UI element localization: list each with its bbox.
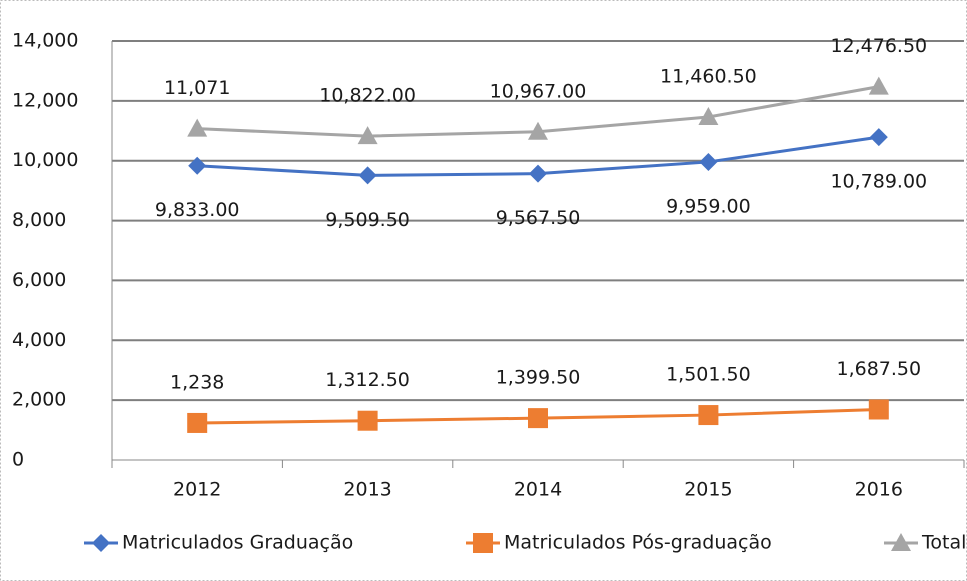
y-tick-label: 8,000	[12, 209, 66, 231]
data-label: 1,399.50	[496, 367, 581, 389]
x-tick-label: 2015	[684, 479, 732, 501]
data-label: 9,509.50	[325, 209, 410, 231]
data-label: 1,238	[170, 371, 224, 393]
point-marker	[357, 410, 378, 431]
data-label: 1,501.50	[666, 364, 751, 386]
data-label: 10,967.00	[490, 80, 587, 102]
point-marker	[187, 412, 208, 433]
x-tick-label: 2016	[855, 479, 903, 501]
data-label: 10,822.00	[319, 85, 416, 107]
y-tick-label: 6,000	[12, 269, 66, 291]
data-label: 9,959.00	[666, 195, 751, 217]
legend-label: Total	[921, 532, 966, 554]
x-tick-label: 2013	[343, 479, 391, 501]
data-label: 1,687.50	[836, 358, 921, 380]
point-marker	[699, 152, 718, 171]
data-label: 1,312.50	[325, 369, 410, 391]
legend-marker	[473, 533, 493, 553]
legend-marker	[891, 533, 911, 551]
y-tick-label: 12,000	[12, 89, 78, 111]
legend-marker	[92, 534, 110, 552]
point-marker	[869, 128, 888, 147]
data-label: 10,789.00	[830, 171, 927, 193]
y-tick-label: 2,000	[12, 389, 66, 411]
point-marker	[698, 405, 719, 426]
point-marker	[868, 76, 889, 95]
legend-label: Matriculados Graduação	[122, 532, 353, 554]
point-marker	[528, 121, 548, 140]
y-tick-label: 14,000	[12, 30, 78, 52]
y-tick-label: 10,000	[12, 149, 78, 171]
data-label: 12,476.50	[830, 35, 927, 57]
point-marker	[698, 107, 719, 126]
point-marker	[188, 156, 207, 175]
data-label: 9,567.50	[496, 207, 581, 229]
data-label: 11,460.50	[660, 66, 757, 88]
legend-label: Matriculados Pós-graduação	[504, 532, 772, 554]
point-marker	[528, 408, 548, 429]
x-tick-label: 2012	[173, 479, 221, 501]
y-tick-label: 4,000	[12, 329, 66, 351]
x-tick-label: 2014	[514, 479, 562, 501]
point-marker	[868, 399, 889, 420]
point-marker	[358, 166, 377, 185]
point-marker	[357, 126, 378, 145]
point-marker	[529, 164, 547, 183]
y-tick-label: 0	[12, 449, 24, 471]
point-marker	[187, 118, 208, 137]
data-label: 9,833.00	[155, 199, 240, 221]
data-label: 11,071	[164, 77, 230, 99]
